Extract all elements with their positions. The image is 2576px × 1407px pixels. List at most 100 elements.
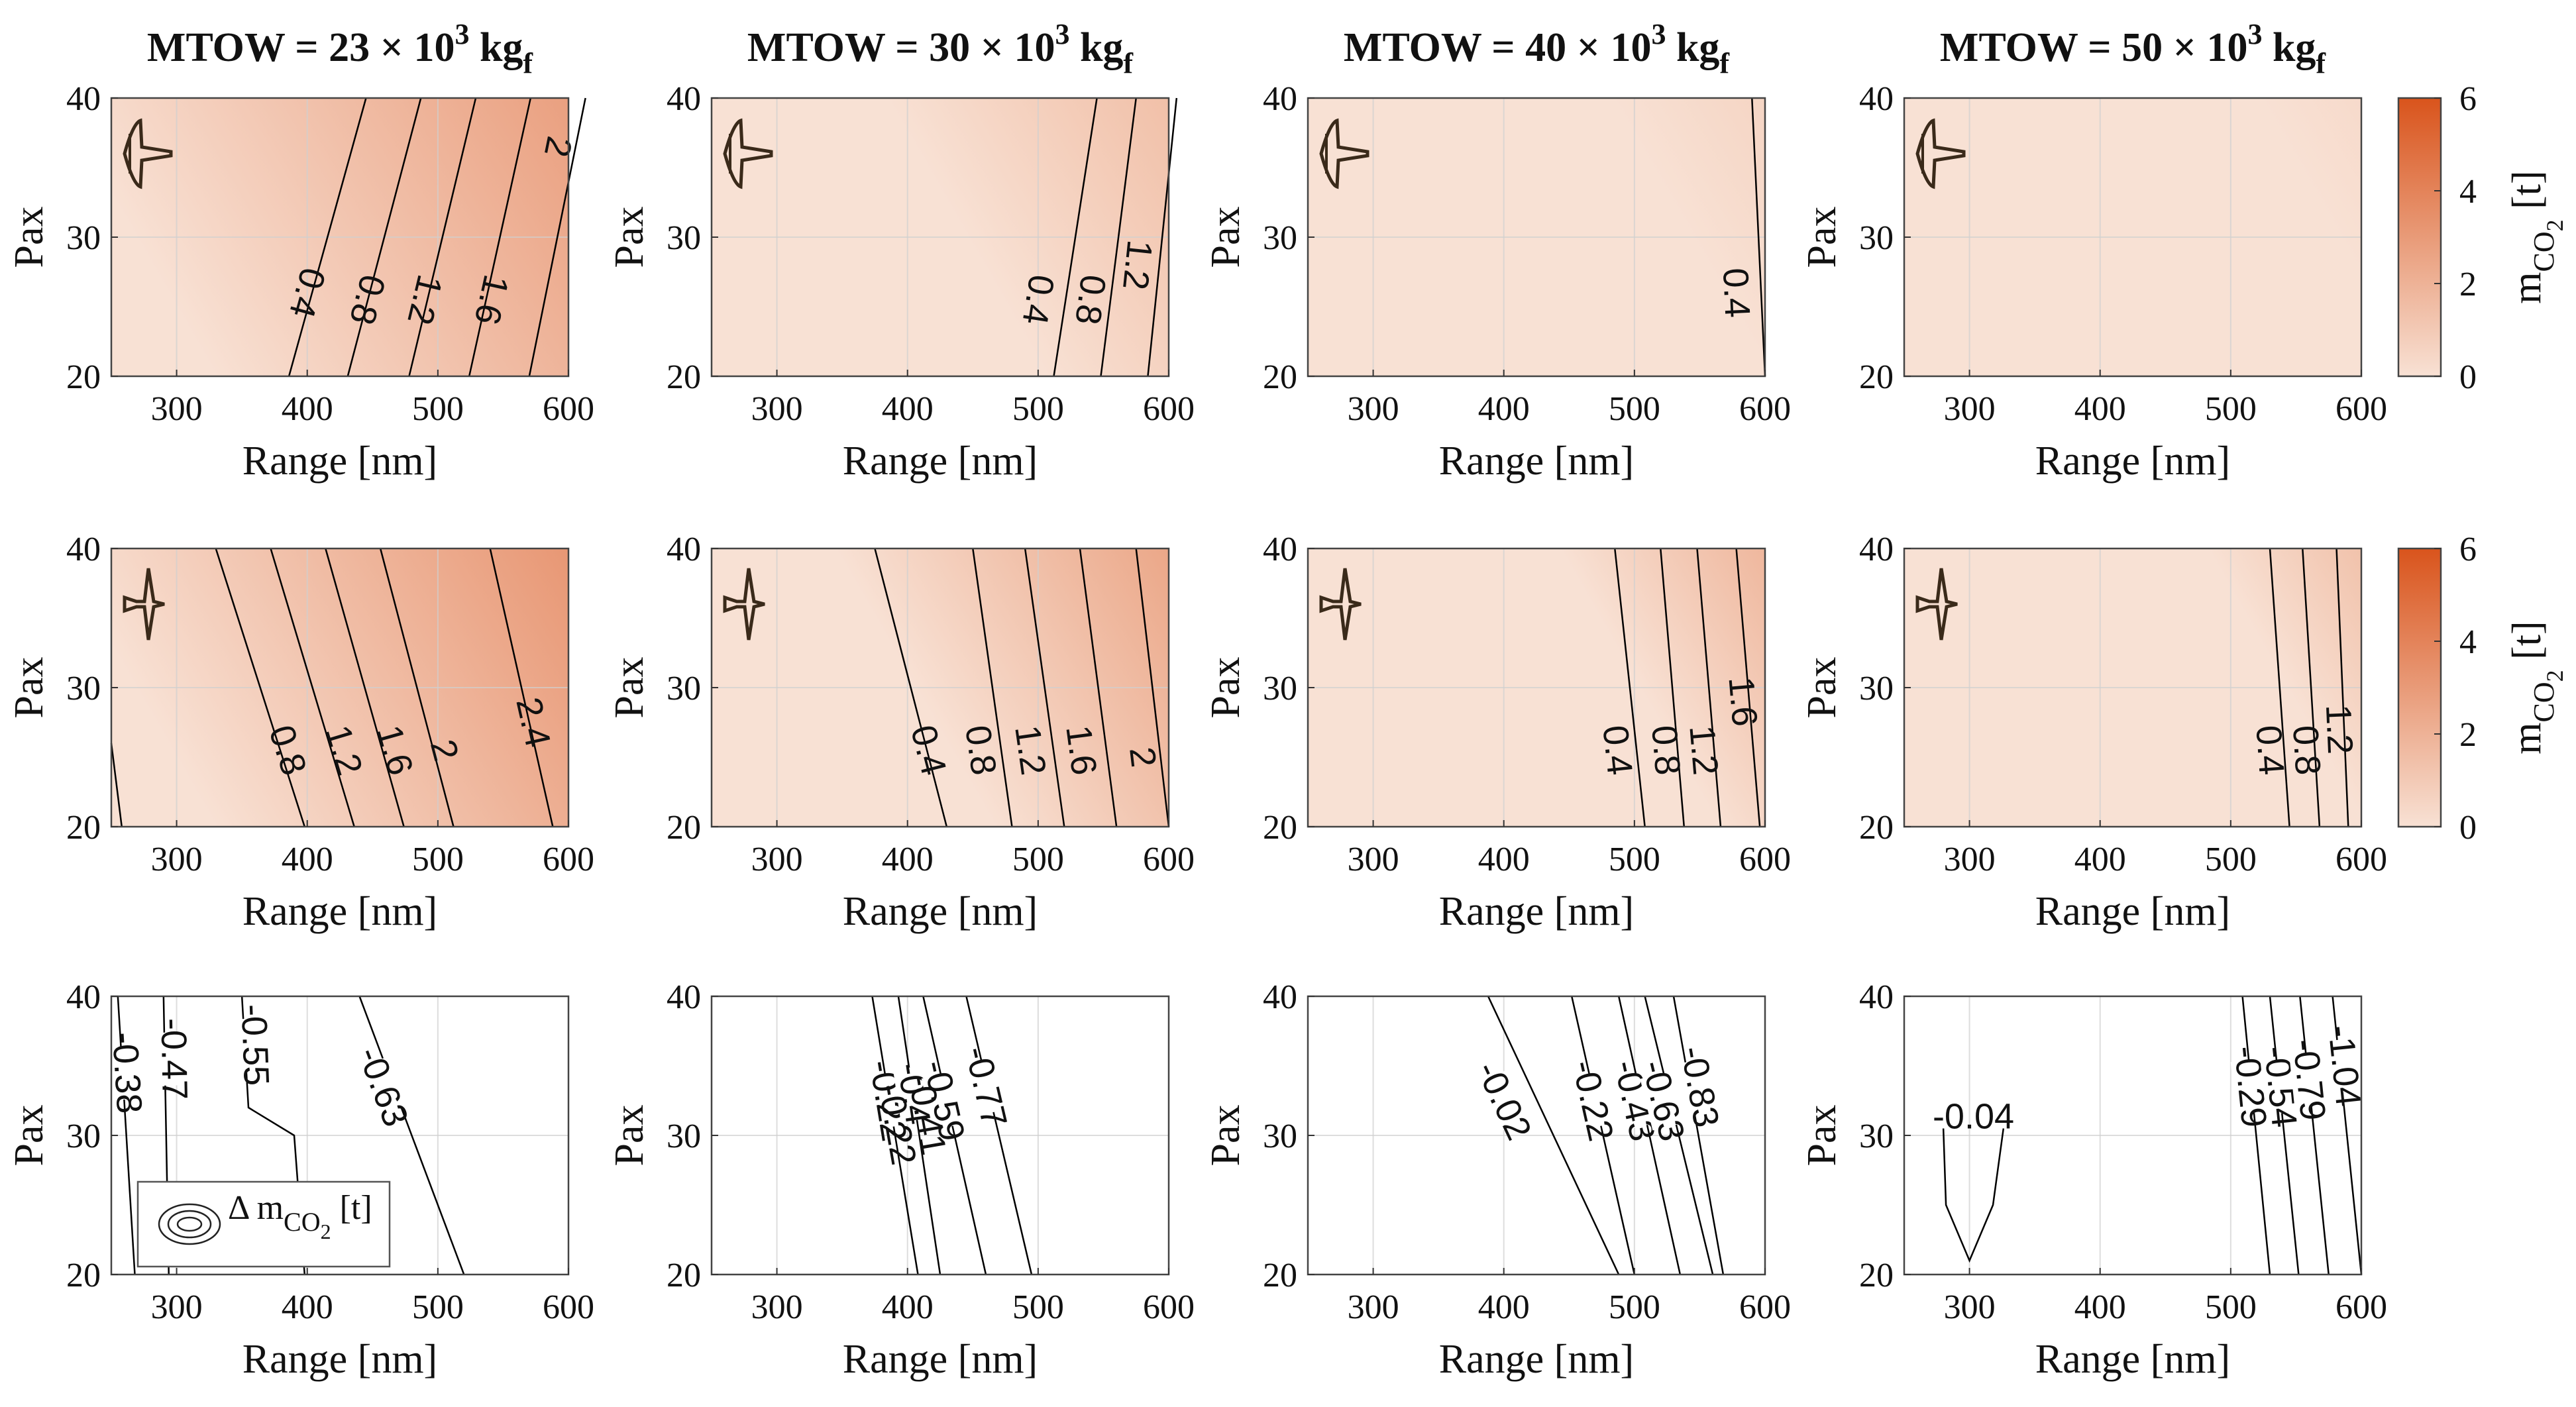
y-axis-label: Pax <box>7 1105 52 1167</box>
x-tick-label: 600 <box>543 841 594 878</box>
colorbar-tick-label: 2 <box>2459 716 2477 754</box>
x-tick-label: 300 <box>151 1288 203 1326</box>
contour-label: -0.55 <box>234 1004 277 1086</box>
contour-line <box>2299 996 2330 1275</box>
legend-label-unit: [t] <box>331 1189 372 1227</box>
aircraft-outline <box>1319 118 1369 189</box>
aircraft-outline <box>1915 568 1958 641</box>
contour-label: 0.8 <box>1067 272 1113 327</box>
x-tick-label: 300 <box>751 390 803 428</box>
contour-label-knockout <box>237 1017 276 1072</box>
colorbar-tick-label: 2 <box>2459 266 2477 303</box>
x-tick-label: 400 <box>1478 1288 1530 1326</box>
contour-line <box>1571 996 1636 1275</box>
contour-line <box>1147 97 1178 377</box>
panel-r1-c4: 300 400 500 600 20 30 40 Range [nm] Pax <box>1799 80 2387 484</box>
x-tick-label: 400 <box>282 1288 333 1326</box>
y-tick-label: 20 <box>667 1257 701 1294</box>
colorbar-label: mCO2 [t] <box>2504 621 2568 754</box>
contour-line <box>897 996 941 1275</box>
contour-line <box>874 548 948 827</box>
contour-label: 0.8 <box>1644 724 1688 777</box>
y-tick-label: 20 <box>66 358 101 396</box>
title-text-main: MTOW = 40 × 10 <box>1344 25 1652 70</box>
x-tick-label: 500 <box>1609 390 1660 428</box>
contour-label-knockout <box>1678 1057 1724 1116</box>
x-axis-label: Range [nm] <box>2035 439 2230 484</box>
contour-line <box>489 548 554 827</box>
title-text-main: MTOW = 50 × 10 <box>1940 25 2248 70</box>
aircraft-outline <box>1915 118 1966 189</box>
colorbar-tick-label: 6 <box>2459 80 2477 118</box>
x-tick-label: 400 <box>282 841 333 878</box>
x-tick-label: 400 <box>2074 1288 2126 1326</box>
y-tick-label: 40 <box>1859 978 1894 1016</box>
aircraft-icon <box>723 118 773 189</box>
contour-line <box>1644 996 1714 1275</box>
contour-label-knockout <box>357 1055 411 1118</box>
contour-line <box>1672 996 1725 1275</box>
contour-line <box>1024 548 1065 827</box>
contour-line <box>288 97 367 377</box>
x-tick-label: 500 <box>2205 841 2257 878</box>
contour-line <box>1942 1128 2005 1263</box>
aircraft-icon <box>1915 118 1966 189</box>
x-axis-label: Range [nm] <box>843 1337 1038 1382</box>
aircraft-outline <box>123 568 165 641</box>
y-axis-label: Pax <box>1203 657 1248 719</box>
x-tick-label: 400 <box>2074 390 2126 428</box>
contour-line <box>468 97 532 377</box>
title-subscript: f <box>523 47 533 79</box>
y-axis-label: Pax <box>607 207 652 268</box>
contour-line <box>1660 548 1686 827</box>
y-axis-label: Pax <box>1799 207 1845 268</box>
x-tick-label: 300 <box>1944 390 1996 428</box>
y-tick-label: 20 <box>1859 358 1894 396</box>
y-tick-label: 30 <box>1263 670 1297 707</box>
aircraft-outline <box>123 118 173 189</box>
contour-line <box>2269 548 2290 827</box>
legend-label-main: Δ m <box>228 1189 284 1227</box>
contour-line <box>1735 548 1761 827</box>
legend-box <box>136 1180 391 1268</box>
x-tick-label: 600 <box>1143 841 1195 878</box>
y-axis-label: Pax <box>1799 1105 1845 1167</box>
x-axis-label: Range [nm] <box>2035 889 2230 934</box>
column-title: MTOW = 50 × 103 kgf <box>1940 18 2327 79</box>
contour-label: -0.04 <box>1933 1097 2014 1137</box>
y-tick-label: 20 <box>1859 1257 1894 1294</box>
contour-label: -1.04 <box>2320 1023 2368 1109</box>
contour-line <box>2241 996 2271 1275</box>
x-tick-label: 500 <box>1012 1288 1064 1326</box>
x-tick-label: 300 <box>1348 1288 1399 1326</box>
colorbar-label-unit: [t] <box>2504 170 2549 219</box>
colorbar-label-main: m <box>2504 722 2549 754</box>
contour-label-knockout <box>1640 1070 1689 1131</box>
panel-r1-c3: 0.4 300 400 500 600 20 30 40 Range [nm] Pax <box>1203 80 1791 484</box>
contour-line <box>379 548 455 827</box>
contour-line <box>2269 996 2300 1275</box>
y-tick-label: 40 <box>1859 531 1894 568</box>
y-tick-label: 30 <box>1859 670 1894 707</box>
title-unit: kg <box>2262 25 2316 70</box>
title-exponent: 3 <box>1651 18 1666 50</box>
colorbar-label-main: m <box>2504 272 2549 303</box>
contour-label: 1.2 <box>1115 238 1159 292</box>
x-tick-label: 600 <box>1143 1288 1195 1326</box>
y-tick-label: 40 <box>1263 978 1297 1016</box>
colorbar-bar <box>2397 547 2442 828</box>
column-titles: MTOW = 23 × 103 kgf MTOW = 30 × 103 kgf MT… <box>147 18 2327 79</box>
y-axis-label: Pax <box>1799 657 1845 719</box>
x-axis-label: Range [nm] <box>1439 889 1634 934</box>
contour-label: 0.8 <box>957 723 1004 778</box>
contour-label: 1.6 <box>1058 723 1104 777</box>
y-tick-label: 20 <box>1263 809 1297 847</box>
aircraft-outline <box>723 568 765 641</box>
y-axis-label: Pax <box>607 657 652 719</box>
contour-label: 0.4 <box>1715 267 1757 319</box>
x-tick-label: 500 <box>412 1288 464 1326</box>
